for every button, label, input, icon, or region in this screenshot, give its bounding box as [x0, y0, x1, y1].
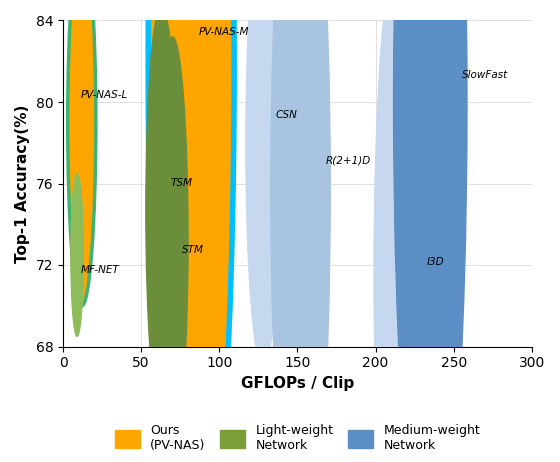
Text: I3D: I3D: [427, 257, 445, 267]
Circle shape: [394, 0, 467, 462]
Text: MF-NET: MF-NET: [80, 265, 119, 275]
Text: R(2+1)D: R(2+1)D: [325, 155, 371, 165]
Text: CSN: CSN: [276, 110, 297, 120]
Text: PV-NAS-M: PV-NAS-M: [199, 27, 250, 37]
Circle shape: [71, 173, 83, 336]
Text: PV-NAS-L: PV-NAS-L: [80, 90, 128, 100]
Text: STM: STM: [182, 245, 204, 255]
Circle shape: [68, 0, 96, 306]
Y-axis label: Top-1 Accuracy(%): Top-1 Accuracy(%): [15, 104, 30, 263]
Circle shape: [246, 0, 280, 367]
X-axis label: GFLOPs / Clip: GFLOPs / Clip: [241, 376, 354, 391]
Circle shape: [271, 0, 330, 462]
Text: SlowFast: SlowFast: [461, 70, 508, 79]
Circle shape: [148, 0, 234, 462]
Circle shape: [146, 6, 177, 414]
Text: TSM: TSM: [171, 177, 193, 188]
Circle shape: [374, 0, 424, 462]
Legend: Ours
(PV-NAS), Light-weight
Network, Medium-weight
Network: Ours (PV-NAS), Light-weight Network, Med…: [109, 418, 486, 458]
Circle shape: [157, 37, 188, 444]
